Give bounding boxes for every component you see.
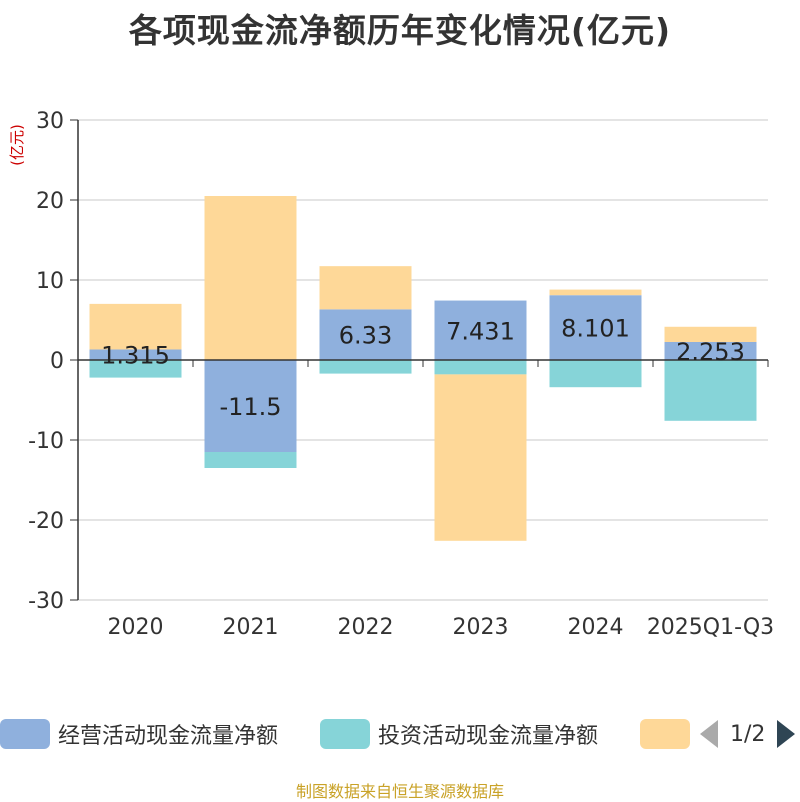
bar-s1-2023 xyxy=(435,360,527,374)
chart-canvas: 30 20 10 0 -10 -20 -30 (亿元) 2020 2021 2022 2023 2024… xyxy=(0,0,800,700)
x-tick-label-2023: 2023 xyxy=(453,615,509,640)
bar-s2-2022 xyxy=(320,266,412,309)
x-tick-label-2025Q1-Q3: 2025Q1-Q3 xyxy=(647,615,774,640)
bar-s2-2023 xyxy=(435,374,527,540)
bar-s1-2025Q1-Q3 xyxy=(665,360,757,421)
legend-item-operating[interactable]: 经营活动现金流量净额 xyxy=(0,716,278,752)
bar-s2-2024 xyxy=(550,290,642,296)
legend-label-investing: 投资活动现金流量净额 xyxy=(378,718,598,750)
data-label-2024: 8.101 xyxy=(561,315,630,343)
y-tick-label-6: -30 xyxy=(28,589,64,614)
bar-s1-2021 xyxy=(205,452,297,468)
y-tick-label-4: -10 xyxy=(28,429,64,454)
bar-s1-2022 xyxy=(320,360,412,374)
legend-pager: 1/2 xyxy=(700,716,795,752)
legend-item-third[interactable] xyxy=(640,716,690,752)
legend: 经营活动现金流量净额 投资活动现金流量净额 1/2 xyxy=(0,716,800,756)
x-tick-label-2020: 2020 xyxy=(108,615,164,640)
x-tick-label-2022: 2022 xyxy=(338,615,394,640)
data-label-2021: -11.5 xyxy=(219,393,281,421)
pager-next-icon[interactable] xyxy=(777,720,795,748)
bar-s1-2024 xyxy=(550,360,642,387)
data-source-note: 制图数据来自恒生聚源数据库 xyxy=(0,778,800,802)
legend-item-investing[interactable]: 投资活动现金流量净额 xyxy=(320,716,598,752)
legend-label-operating: 经营活动现金流量净额 xyxy=(58,718,278,750)
bar-s2-2021 xyxy=(205,196,297,360)
data-label-2020: 1.315 xyxy=(101,342,170,370)
pager-prev-icon[interactable] xyxy=(700,720,718,748)
data-label-2022: 6.33 xyxy=(339,322,392,350)
legend-swatch-third xyxy=(640,719,690,749)
y-tick-label-2: 10 xyxy=(36,269,64,294)
x-tick-label-2021: 2021 xyxy=(223,615,279,640)
y-tick-label-0: 30 xyxy=(36,109,64,134)
data-label-2025Q1-Q3: 2.253 xyxy=(676,338,745,366)
legend-swatch-investing xyxy=(320,719,370,749)
x-tick-label-2024: 2024 xyxy=(568,615,624,640)
data-label-2023: 7.431 xyxy=(446,317,515,345)
legend-swatch-operating xyxy=(0,719,50,749)
y-tick-label-5: -20 xyxy=(28,509,64,534)
y-tick-label-3: 0 xyxy=(50,349,64,374)
y-axis-title: (亿元) xyxy=(8,124,26,166)
y-tick-label-1: 20 xyxy=(36,189,64,214)
pager-page-text: 1/2 xyxy=(730,722,765,747)
